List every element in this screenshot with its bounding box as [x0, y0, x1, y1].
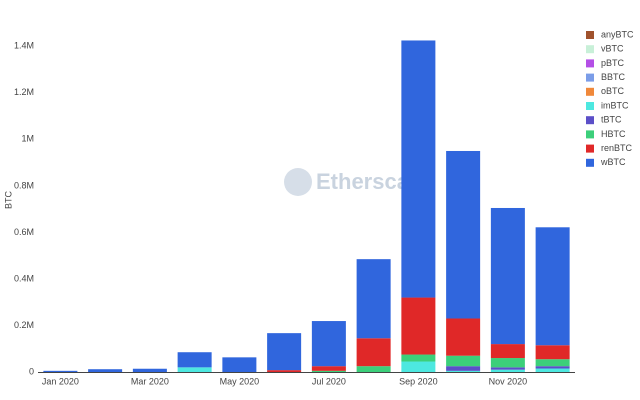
legend-swatch: [586, 87, 594, 96]
bar-segment: [446, 150, 481, 319]
bar-segment: [490, 358, 525, 368]
bar-segment: [356, 338, 391, 367]
bar-segment: [446, 318, 481, 356]
bar-segment: [177, 352, 212, 368]
x-tick-label: Jan 2020: [42, 376, 79, 386]
x-tick-label: Mar 2020: [131, 376, 169, 386]
bar-segment: [535, 359, 570, 367]
x-tick-label: May 2020: [220, 376, 260, 386]
y-axis-title: BTC: [3, 190, 13, 209]
y-tick-label: 0.8M: [14, 180, 34, 190]
legend-label: tBTC: [601, 115, 622, 125]
y-tick-label: 0.2M: [14, 320, 34, 330]
legend-swatch: [586, 144, 594, 153]
legend-swatch: [586, 158, 594, 167]
legend-swatch: [586, 31, 594, 39]
bar-segment: [446, 370, 481, 372]
x-tick-label: Jul 2020: [312, 376, 346, 386]
bar-segment: [535, 368, 570, 372]
bar-segment: [490, 367, 525, 370]
bar-segment: [535, 366, 570, 369]
bar-segment: [356, 259, 391, 339]
legend-swatch: [586, 130, 594, 139]
legend-label: imBTC: [601, 100, 629, 110]
y-tick-label: 1M: [21, 134, 34, 144]
legend-label: oBTC: [601, 86, 625, 96]
bar-segment: [535, 227, 570, 346]
bar-segment: [490, 207, 525, 345]
bar-segment: [177, 367, 212, 372]
legend-swatch: [586, 73, 594, 82]
y-tick-label: 1.2M: [14, 87, 34, 97]
bar-segment: [401, 361, 436, 372]
legend-label: renBTC: [601, 143, 633, 153]
legend-swatch: [586, 59, 594, 68]
y-tick-label: 0.4M: [14, 273, 34, 283]
bar-segment: [356, 366, 391, 372]
x-tick-label: Nov 2020: [489, 376, 528, 386]
legend-label: vBTC: [601, 44, 624, 54]
y-tick-label: 1.4M: [14, 41, 34, 51]
legend-swatch: [586, 45, 594, 54]
bar-segment: [401, 354, 436, 362]
bar-segment: [222, 357, 257, 372]
bar-segment: [132, 368, 167, 372]
bar-segment: [446, 366, 481, 371]
bar-segment: [267, 370, 302, 372]
y-tick-label: 0: [29, 366, 34, 376]
x-tick-label: Sep 2020: [399, 376, 438, 386]
bar-segment: [490, 344, 525, 359]
legend-label: anyBTC: [601, 29, 634, 39]
bar-segment: [311, 370, 346, 372]
legend-label: HBTC: [601, 129, 626, 139]
bar-segment: [401, 297, 436, 355]
watermark-logo: [284, 168, 312, 196]
bar-segment: [311, 366, 346, 371]
legend-label: pBTC: [601, 58, 625, 68]
bar-segment: [446, 355, 481, 367]
legend-swatch: [586, 102, 594, 110]
legend-swatch: [586, 116, 594, 125]
bar-segment: [311, 321, 346, 367]
bar-segment: [535, 345, 570, 360]
bar-segment: [267, 333, 302, 371]
bar-segment: [43, 370, 78, 372]
y-tick-label: 0.6M: [14, 227, 34, 237]
bar-segment: [401, 40, 436, 298]
bar-segment: [88, 369, 123, 372]
legend-label: BBTC: [601, 72, 626, 82]
legend-label: wBTC: [600, 157, 626, 167]
bar-segment: [490, 369, 525, 372]
